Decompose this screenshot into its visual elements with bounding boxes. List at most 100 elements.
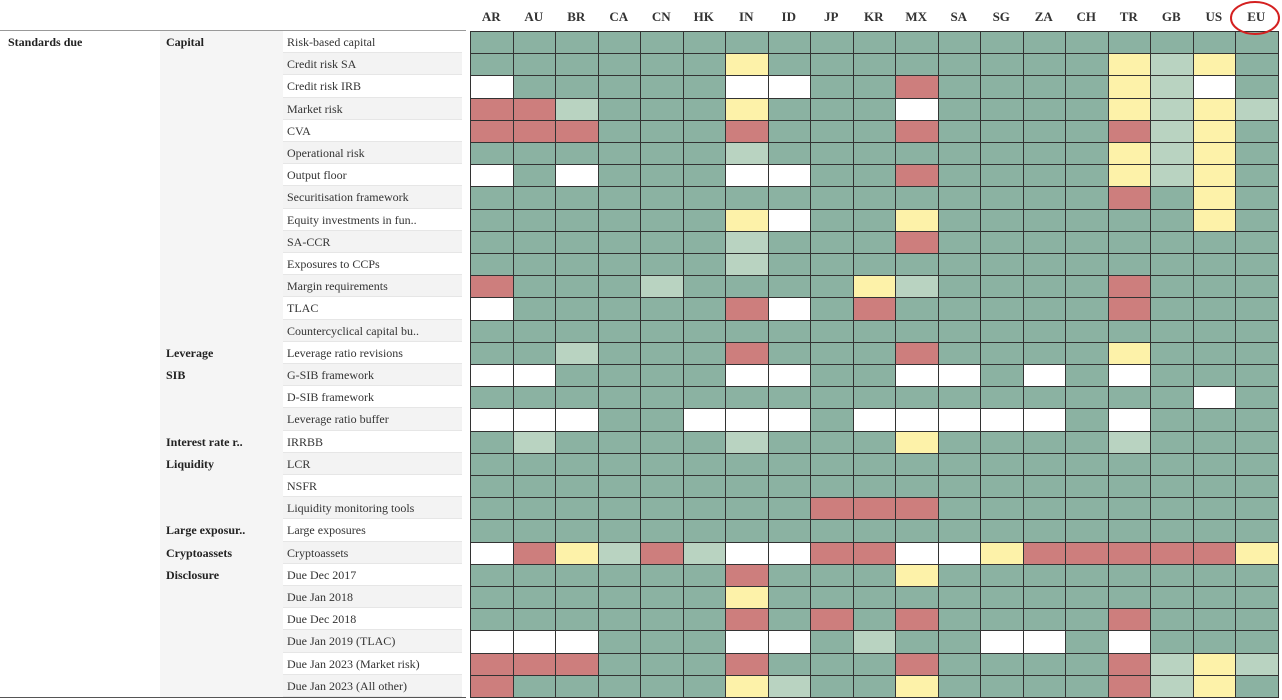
top-rule — [0, 30, 466, 31]
cell — [682, 674, 726, 698]
cell — [470, 97, 514, 121]
cell — [980, 475, 1024, 499]
cell — [767, 75, 811, 99]
cell — [555, 364, 599, 388]
cell — [1235, 430, 1279, 454]
cell — [640, 386, 684, 410]
cell — [1107, 541, 1151, 565]
cell — [1192, 364, 1236, 388]
cell — [937, 386, 981, 410]
cell — [980, 541, 1024, 565]
row-label: Due Dec 2017 — [287, 567, 357, 582]
cell — [767, 519, 811, 543]
cell — [1065, 608, 1109, 632]
cell — [1235, 541, 1279, 565]
cell — [1065, 119, 1109, 143]
cell — [597, 608, 641, 632]
cell — [852, 408, 896, 432]
cell — [1022, 475, 1066, 499]
cell — [725, 275, 769, 299]
cell — [810, 275, 854, 299]
cell — [682, 364, 726, 388]
cell — [767, 97, 811, 121]
cell — [597, 186, 641, 210]
cell — [980, 142, 1024, 166]
row-label: Output floor — [287, 168, 347, 183]
cell — [682, 386, 726, 410]
cell — [470, 142, 514, 166]
cell — [555, 519, 599, 543]
cell — [1235, 186, 1279, 210]
cell — [640, 408, 684, 432]
cell — [980, 652, 1024, 676]
cell — [470, 253, 514, 277]
cell — [1150, 475, 1194, 499]
cell — [1107, 652, 1151, 676]
cell — [767, 53, 811, 77]
cell — [767, 674, 811, 698]
cell — [1235, 75, 1279, 99]
cell — [1107, 319, 1151, 343]
cell — [1065, 452, 1109, 476]
cell — [1065, 674, 1109, 698]
label-bg — [283, 253, 462, 276]
cell — [555, 97, 599, 121]
cell — [1150, 319, 1194, 343]
cell — [725, 319, 769, 343]
cell — [555, 341, 599, 365]
column-header: CH — [1076, 9, 1097, 24]
cell — [767, 475, 811, 499]
cell — [895, 275, 939, 299]
row-label: Credit risk SA — [287, 57, 357, 72]
cell — [810, 319, 854, 343]
cell — [895, 497, 939, 521]
cell — [852, 341, 896, 365]
label-bg — [283, 230, 462, 253]
cell — [682, 475, 726, 499]
cell — [1022, 430, 1066, 454]
cell — [852, 497, 896, 521]
cell — [1150, 297, 1194, 321]
cell — [1192, 430, 1236, 454]
cell — [725, 497, 769, 521]
cell — [1192, 208, 1236, 232]
cell — [725, 53, 769, 77]
row-label: SA-CCR — [287, 234, 331, 249]
cell — [810, 186, 854, 210]
cell — [1235, 275, 1279, 299]
cell — [725, 164, 769, 188]
cell — [512, 341, 556, 365]
cell — [512, 364, 556, 388]
cell — [1107, 430, 1151, 454]
cell — [725, 341, 769, 365]
cell — [512, 164, 556, 188]
cell — [682, 586, 726, 610]
label-bg — [283, 31, 462, 54]
cell — [852, 253, 896, 277]
cell — [1192, 319, 1236, 343]
cell — [1065, 652, 1109, 676]
cell — [512, 386, 556, 410]
cell — [1150, 586, 1194, 610]
cell — [1022, 253, 1066, 277]
cell — [895, 230, 939, 254]
cell — [555, 119, 599, 143]
cell — [555, 186, 599, 210]
cell — [1022, 652, 1066, 676]
highlight — [1230, 1, 1280, 35]
cell — [1235, 53, 1279, 77]
cell — [597, 119, 641, 143]
cell — [980, 497, 1024, 521]
cell — [555, 53, 599, 77]
row-label: Due Jan 2019 (TLAC) — [287, 634, 396, 649]
cell — [1150, 630, 1194, 654]
cell — [1192, 186, 1236, 210]
cell — [1192, 230, 1236, 254]
cell — [852, 142, 896, 166]
cell — [1065, 297, 1109, 321]
cell — [597, 475, 641, 499]
cell — [597, 519, 641, 543]
cell — [1107, 364, 1151, 388]
cell — [640, 497, 684, 521]
cell — [895, 475, 939, 499]
